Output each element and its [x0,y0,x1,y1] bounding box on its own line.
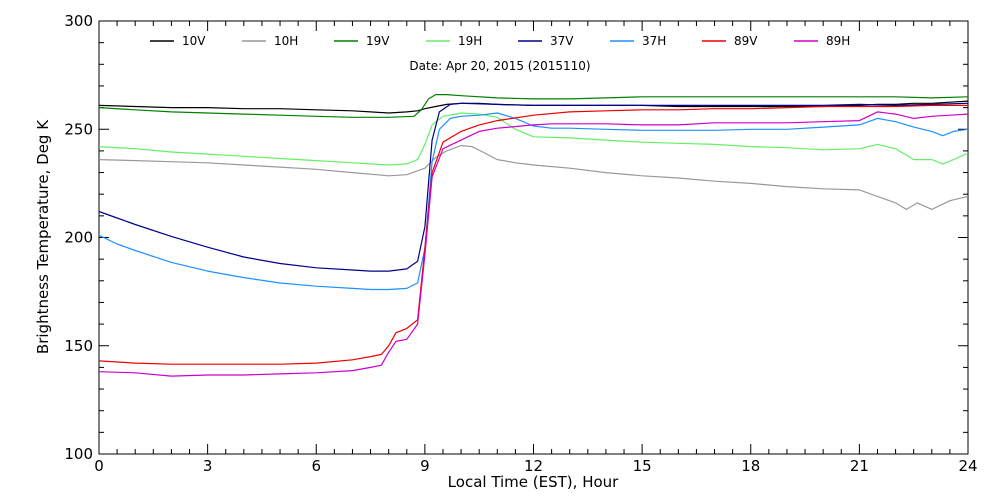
x-tick-label: 18 [741,457,760,475]
series-line-89h [98,111,969,377]
y-tick-label: 200 [64,229,93,247]
x-tick-label: 6 [311,457,321,475]
x-tick-label: 3 [203,457,213,475]
x-tick-label: 0 [94,457,104,475]
x-tick-label: 24 [958,457,977,475]
legend-label-89h: 89H [826,34,850,48]
y-tick-label: 250 [64,120,93,138]
x-axis-title: Local Time (EST), Hour [448,473,619,491]
series-line-19v [98,93,969,118]
y-tick-label: 100 [64,445,93,463]
legend-label-19v: 19V [366,34,390,48]
series-line-10h [98,144,969,210]
legend-label-37v: 37V [550,34,574,48]
legend-label-37h: 37H [642,34,666,48]
y-tick-label: 150 [64,337,93,355]
legend-label-19h: 19H [458,34,482,48]
x-tick-label: 15 [633,457,652,475]
legend-label-10h: 10H [274,34,298,48]
x-tick-label: 21 [850,457,869,475]
chart-subtitle: Date: Apr 20, 2015 (2015110) [409,59,590,73]
y-tick-label: 300 [64,12,93,30]
axis-ticks: 0 3 6 9 12 15 18 21 24 100 150 200 250 300 [64,12,977,475]
y-axis-title: Brightness Temperature, Deg K [34,119,52,354]
x-tick-label: 12 [524,457,543,475]
x-tick-label: 9 [420,457,430,475]
series-line-19h [98,112,969,166]
series-lines [98,93,969,377]
legend-label-89v: 89V [734,34,758,48]
series-line-89v [98,104,968,365]
series-line-37h [98,112,969,291]
series-line-37v [98,102,969,272]
legend-label-10v: 10V [182,34,206,48]
legend: 10V 10H 19V 19H 37V 37H 89V 89H [150,34,850,48]
